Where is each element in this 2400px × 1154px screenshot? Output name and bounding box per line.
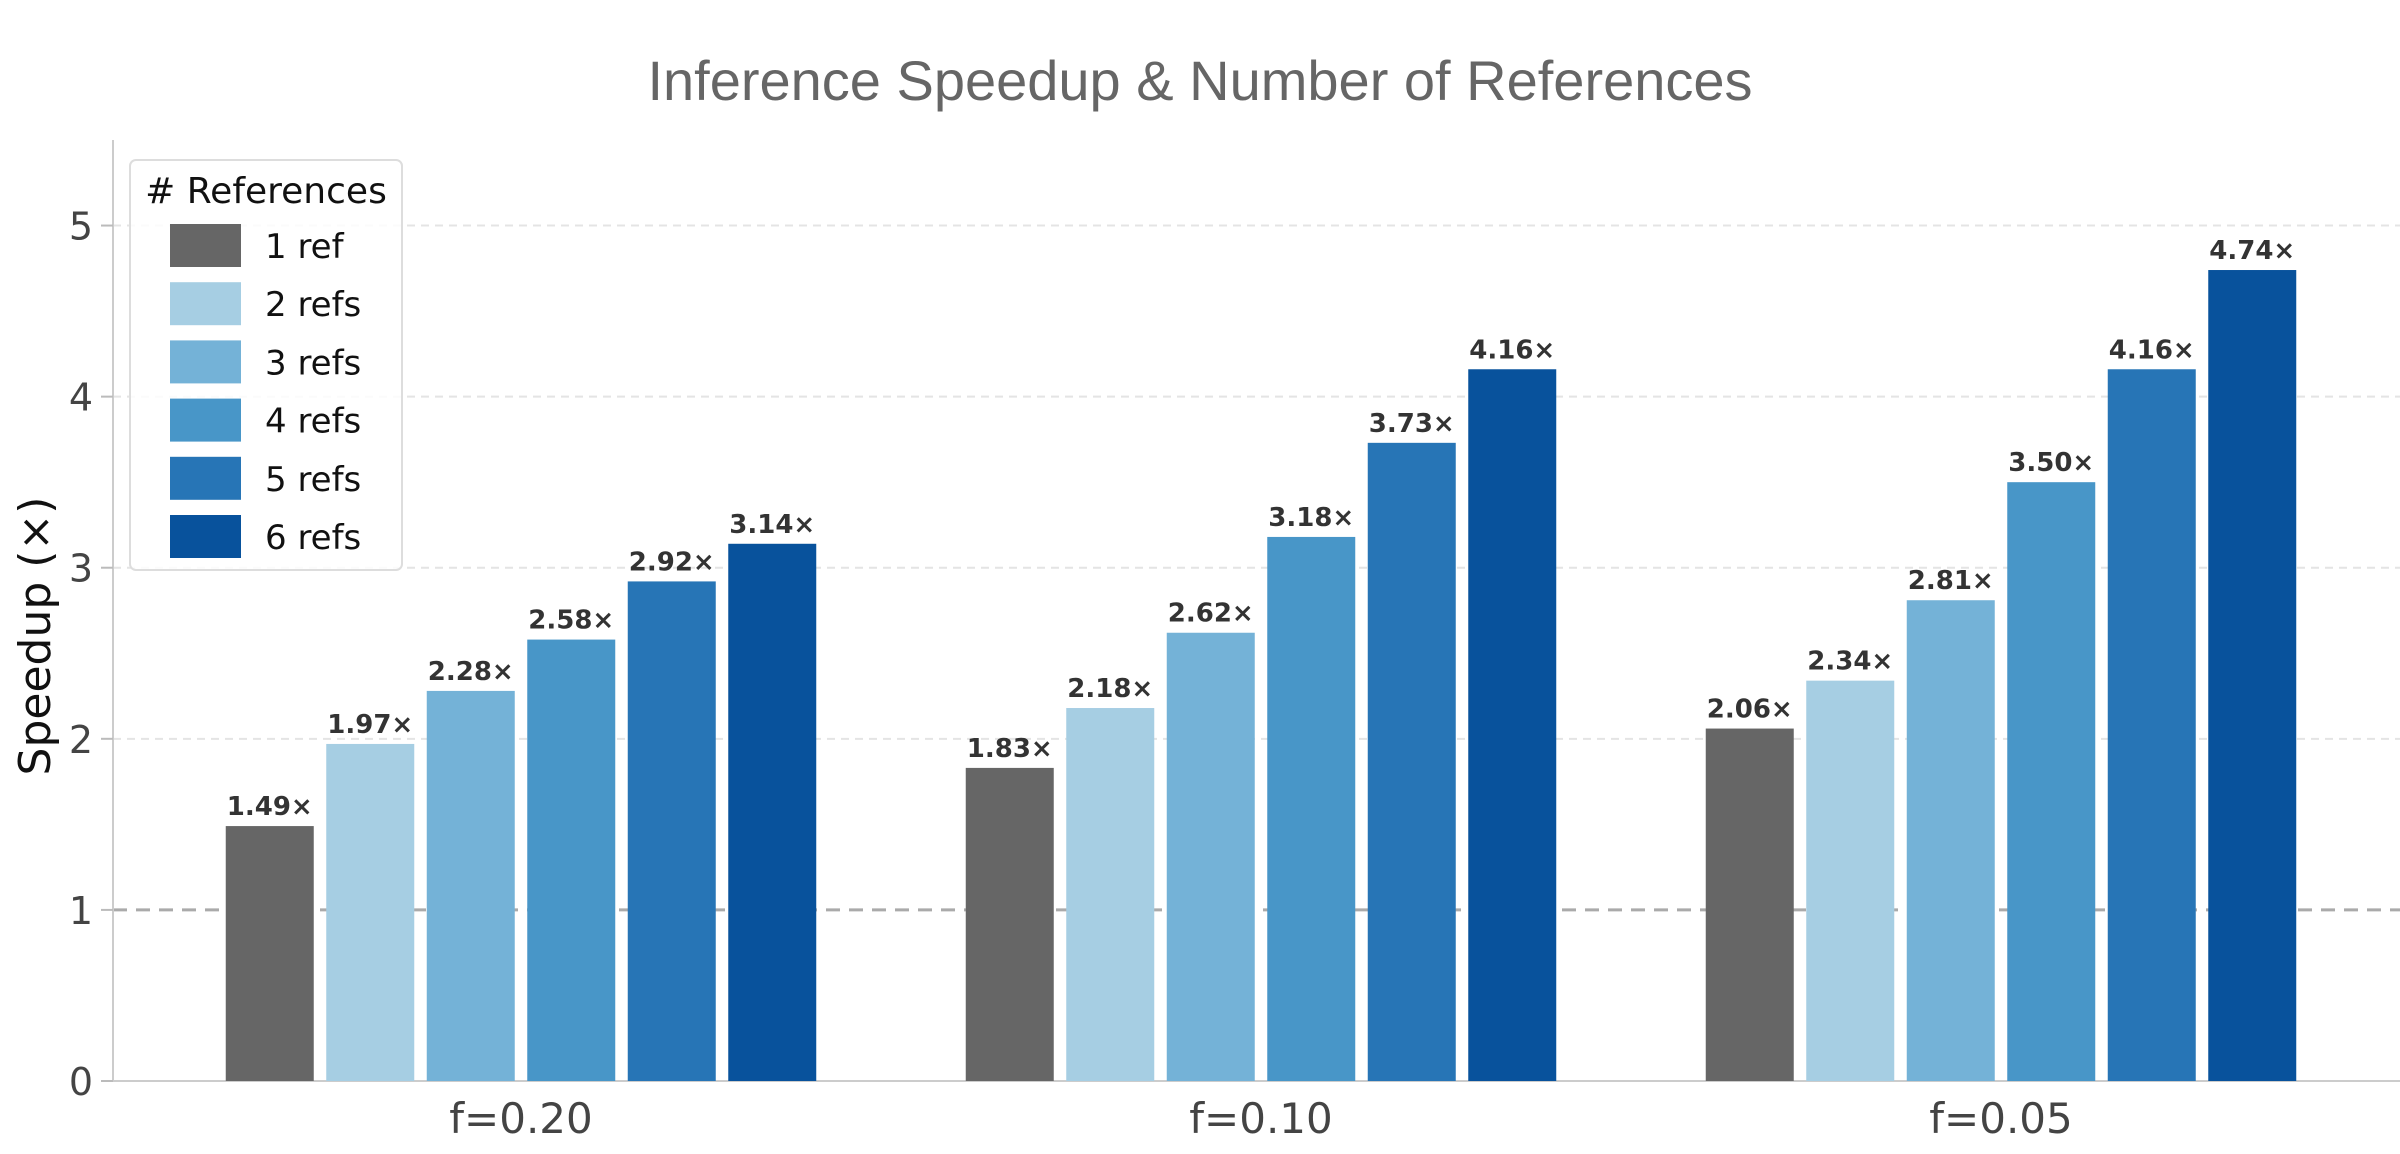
legend-swatch	[170, 224, 241, 267]
bar-value-label: 2.58×	[528, 606, 614, 636]
x-tick-label: f=0.10	[1189, 1094, 1333, 1143]
bars	[225, 270, 2297, 1082]
bar-value-label: 2.81×	[1908, 566, 1994, 596]
bar	[2208, 270, 2297, 1082]
legend: # References 1 ref 2 refs 3 refs 4 refs 5 re…	[129, 159, 403, 571]
bar	[728, 543, 817, 1081]
legend-label: 1 ref	[265, 227, 345, 267]
y-tick-label: 4	[69, 376, 93, 420]
legend-title: # References	[145, 171, 387, 212]
bar	[965, 767, 1054, 1081]
bar	[1806, 680, 1895, 1081]
bar-value-label: 4.16×	[2109, 335, 2195, 365]
bar-value-label: 2.92×	[629, 547, 715, 577]
bar	[2107, 369, 2196, 1081]
bar-value-label: 2.62×	[1168, 599, 1254, 629]
bar-value-label: 2.18×	[1067, 674, 1153, 704]
legend-swatch	[170, 282, 241, 326]
bar	[426, 690, 515, 1081]
y-tick-label: 1	[69, 889, 93, 933]
y-tick-label: 0	[69, 1060, 93, 1104]
legend-swatch	[170, 398, 241, 442]
legend-label: 2 refs	[265, 285, 361, 325]
x-axis-ticks: f=0.20 f=0.10 f=0.05	[449, 1094, 2073, 1143]
x-tick-label: f=0.05	[1929, 1094, 2073, 1143]
x-tick-label: f=0.20	[449, 1094, 593, 1143]
bar-value-label: 2.06×	[1707, 695, 1793, 725]
bar	[1367, 442, 1456, 1081]
bar	[1066, 708, 1155, 1081]
bar	[2007, 482, 2096, 1081]
legend-label: 4 refs	[265, 402, 361, 442]
bar	[1705, 728, 1794, 1081]
bar-value-label: 2.34×	[1807, 647, 1893, 677]
bar-value-label: 3.18×	[1268, 503, 1354, 533]
bar-value-label: 4.74×	[2209, 236, 2295, 266]
bar-value-label: 4.16×	[1469, 335, 1555, 365]
bar-labels: 1.49× 1.97× 2.28× 2.58× 2.92× 3.14× 1.83× 2.18×…	[227, 236, 2295, 822]
bar-value-label: 3.50×	[2008, 448, 2094, 478]
bar-value-label: 1.49×	[227, 792, 313, 822]
bar	[1906, 600, 1995, 1081]
bar-value-label: 1.83×	[967, 734, 1053, 764]
legend-swatch	[170, 340, 241, 384]
bar-value-label: 1.97×	[327, 710, 413, 740]
y-tick-label: 2	[69, 718, 93, 762]
bar	[225, 826, 314, 1081]
y-tick-label: 5	[69, 205, 93, 249]
y-axis-title: Speedup (×)	[10, 497, 61, 776]
legend-swatch	[170, 515, 241, 558]
bar	[627, 581, 716, 1081]
bar-value-label: 3.14×	[729, 510, 815, 540]
bar	[1267, 536, 1356, 1081]
bar	[527, 639, 616, 1081]
legend-label: 3 refs	[265, 343, 361, 383]
legend-items: 1 ref 2 refs 3 refs 4 refs 5 refs 6 refs	[170, 224, 361, 558]
bar-value-label: 3.73×	[1369, 409, 1455, 439]
bar	[1468, 369, 1557, 1081]
chart-title: Inference Speedup & Number of References	[647, 49, 1752, 112]
legend-label: 5 refs	[265, 460, 361, 500]
legend-label: 6 refs	[265, 518, 361, 558]
y-axis-ticks: 0 1 2 3 4 5	[69, 205, 113, 1104]
bar	[326, 743, 415, 1081]
bar	[1166, 632, 1255, 1081]
legend-swatch	[170, 456, 241, 500]
bar-value-label: 2.28×	[428, 657, 514, 687]
y-tick-label: 3	[69, 547, 93, 591]
